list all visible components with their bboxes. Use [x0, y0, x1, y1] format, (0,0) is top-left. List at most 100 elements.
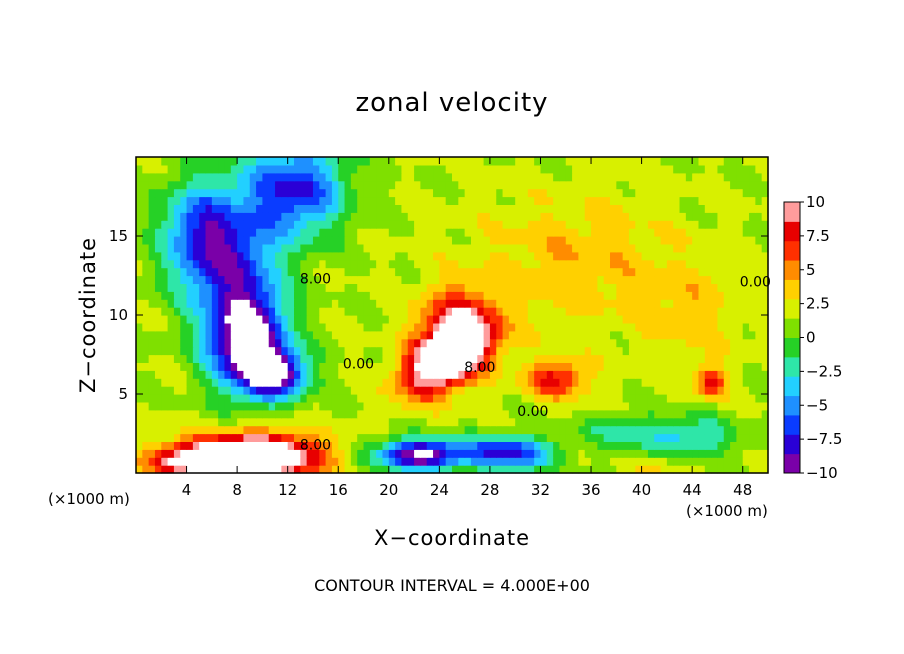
heatmap-cell — [603, 362, 611, 371]
heatmap-cell — [262, 370, 270, 379]
heatmap-cell — [496, 196, 504, 205]
heatmap-cell — [249, 243, 257, 253]
heatmap-cell — [458, 362, 466, 371]
heatmap-cell — [445, 307, 453, 316]
heatmap-cell — [553, 275, 561, 284]
heatmap-cell — [654, 275, 662, 284]
heatmap-cell — [711, 378, 719, 387]
heatmap-cell — [205, 346, 213, 356]
heatmap-cell — [262, 465, 270, 474]
heatmap-cell — [717, 259, 725, 269]
heatmap-cell — [344, 354, 352, 363]
heatmap-cell — [275, 322, 282, 332]
heatmap-cell — [407, 362, 415, 371]
heatmap-cell — [540, 188, 548, 198]
heatmap-cell — [616, 433, 624, 442]
heatmap-cell — [287, 212, 295, 221]
heatmap-cell — [199, 307, 207, 316]
colorbar-band — [784, 434, 800, 455]
heatmap-cell — [730, 243, 737, 253]
heatmap-cell — [673, 425, 681, 435]
heatmap-cell — [344, 236, 352, 245]
heatmap-cell — [572, 457, 579, 466]
heatmap-cell — [167, 291, 175, 300]
heatmap-cell — [199, 386, 207, 395]
heatmap-cell — [357, 362, 365, 371]
heatmap-cell — [243, 322, 251, 332]
heatmap-cell — [230, 228, 238, 237]
heatmap-cell — [673, 299, 681, 308]
heatmap-cell — [673, 315, 681, 324]
heatmap-cell — [401, 220, 409, 229]
heatmap-cell — [692, 370, 700, 379]
heatmap-cell — [262, 180, 270, 190]
heatmap-cell — [426, 299, 434, 308]
heatmap-cell — [439, 354, 447, 363]
heatmap-cell — [730, 354, 737, 363]
heatmap-cell — [483, 267, 491, 277]
heatmap-cell — [597, 449, 605, 458]
heatmap-cell — [167, 465, 175, 474]
heatmap-cell — [344, 188, 352, 198]
heatmap-cell — [610, 259, 617, 269]
heatmap-cell — [148, 259, 156, 269]
heatmap-cell — [622, 449, 630, 458]
heatmap-cell — [635, 354, 643, 363]
heatmap-cell — [717, 386, 725, 395]
heatmap-cell — [294, 196, 301, 205]
heatmap-cell — [755, 283, 763, 292]
heatmap-cell — [666, 441, 674, 450]
heatmap-cell — [553, 433, 561, 442]
heatmap-cell — [294, 236, 301, 245]
heatmap-cell — [610, 188, 617, 198]
heatmap-cell — [205, 465, 213, 474]
heatmap-cell — [180, 338, 188, 348]
heatmap-cell — [572, 212, 579, 221]
heatmap-cell — [736, 338, 744, 348]
heatmap-cell — [616, 378, 624, 387]
heatmap-cell — [325, 441, 333, 450]
heatmap-cell — [439, 401, 447, 411]
heatmap-cell — [622, 236, 630, 245]
heatmap-cell — [534, 275, 542, 284]
heatmap-cell — [534, 401, 542, 411]
heatmap-cell — [470, 267, 478, 277]
heatmap-cell — [249, 378, 257, 387]
heatmap-cell — [717, 275, 725, 284]
heatmap-cell — [749, 180, 756, 190]
heatmap-cell — [546, 243, 554, 253]
heatmap-cell — [578, 338, 586, 348]
heatmap-cell — [407, 164, 415, 174]
heatmap-cell — [218, 251, 226, 261]
heatmap-cell — [761, 409, 769, 419]
heatmap-cell — [281, 425, 289, 435]
heatmap-cell — [565, 409, 573, 419]
heatmap-cell — [186, 204, 194, 213]
heatmap-cell — [281, 315, 289, 324]
heatmap-cell — [268, 330, 276, 340]
heatmap-cell — [388, 346, 396, 356]
heatmap-cell — [445, 299, 453, 308]
heatmap-cell — [698, 386, 706, 395]
heatmap-cell — [698, 433, 706, 442]
heatmap-cell — [281, 164, 289, 174]
heatmap-cell — [369, 307, 377, 316]
heatmap-cell — [711, 228, 719, 237]
heatmap-cell — [180, 346, 188, 356]
heatmap-cell — [641, 220, 649, 229]
heatmap-cell — [527, 330, 535, 340]
heatmap-cell — [287, 228, 295, 237]
heatmap-cell — [376, 299, 384, 308]
heatmap-cell — [534, 441, 542, 450]
heatmap-cell — [717, 433, 725, 442]
heatmap-cell — [237, 157, 245, 166]
heatmap-cell — [161, 275, 169, 284]
heatmap-cell — [452, 267, 459, 277]
heatmap-cell — [565, 236, 573, 245]
heatmap-cell — [496, 243, 504, 253]
heatmap-cell — [679, 212, 687, 221]
heatmap-cell — [281, 299, 289, 308]
heatmap-cell — [319, 180, 327, 190]
heatmap-cell — [224, 180, 232, 190]
heatmap-cell — [628, 164, 636, 174]
